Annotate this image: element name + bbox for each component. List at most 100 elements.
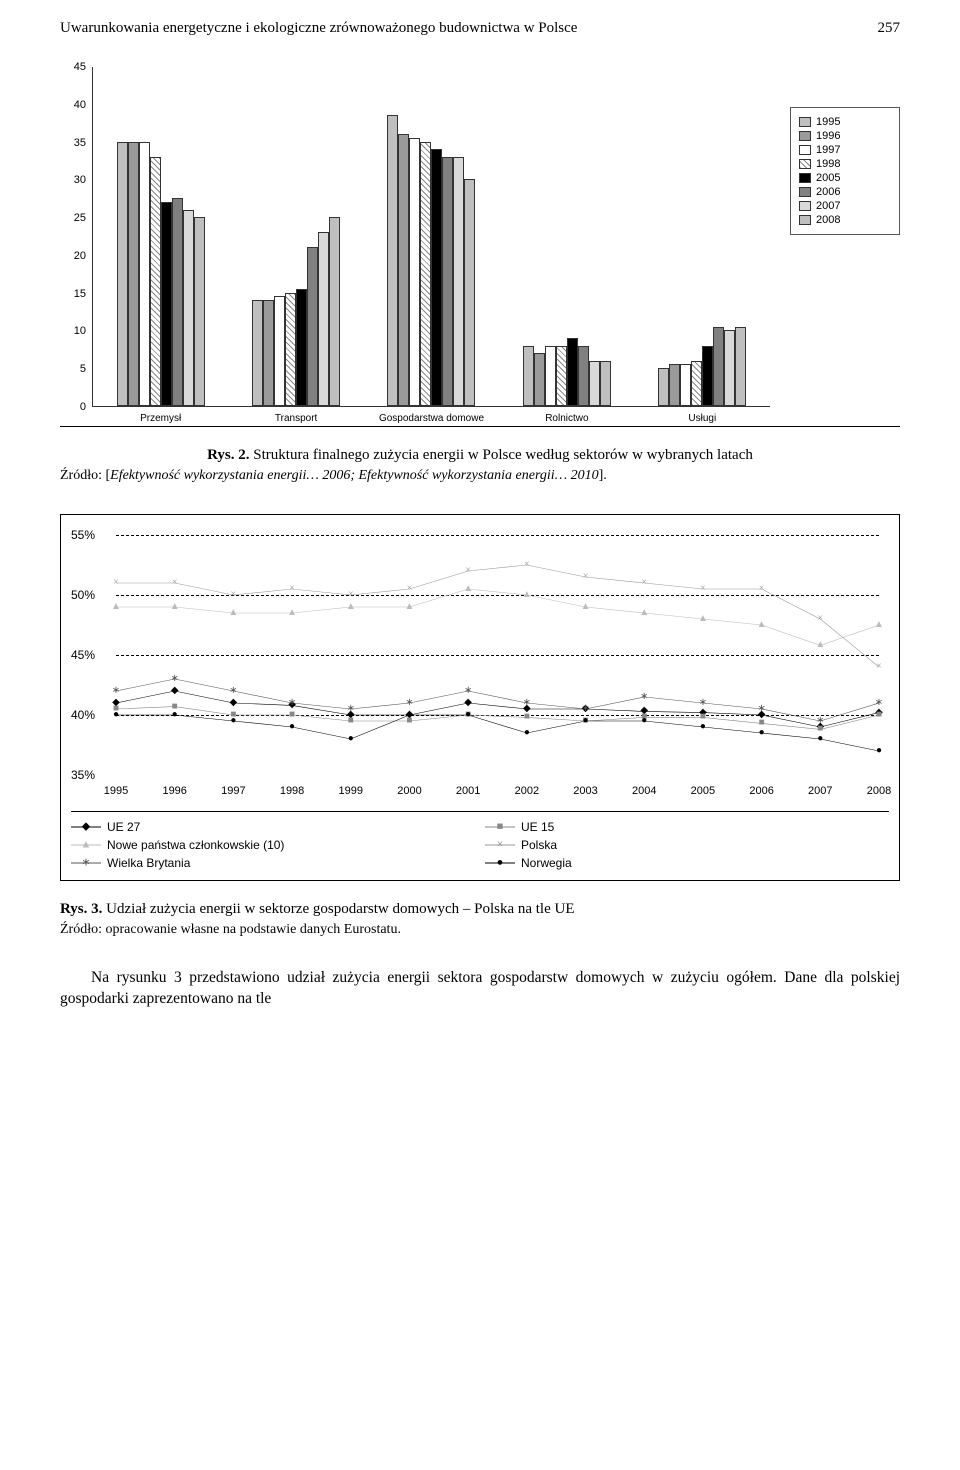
line-x-tick: 2003 (573, 785, 597, 797)
series-marker: × (172, 578, 178, 588)
legend-year: 1996 (816, 130, 840, 142)
series-marker: ∗ (464, 686, 472, 696)
series-marker: ▲ (111, 602, 121, 612)
body-paragraph: Na rysunku 3 przedstawiono udział zużyci… (60, 968, 900, 1010)
legend-series-name: Nowe państwa członkowskie (10) (107, 838, 284, 852)
bar (318, 232, 329, 406)
line-chart-legend: ◆UE 27■UE 15▲Nowe państwa członkowskie (… (71, 811, 889, 870)
series-marker: ▲ (815, 640, 825, 650)
series-marker: ∗ (875, 698, 883, 708)
bar (183, 210, 194, 406)
legend-year: 1997 (816, 144, 840, 156)
series-marker: ● (700, 722, 706, 732)
y-tick: 5 (80, 363, 86, 375)
line-x-tick: 1999 (339, 785, 363, 797)
series-marker: × (231, 590, 237, 600)
series-marker: ● (583, 716, 589, 726)
bar (139, 142, 150, 406)
bar-category-label: Gospodarstwa domowe (377, 413, 485, 424)
series-marker: × (113, 578, 119, 588)
bar-category-label: Rolnictwo (513, 413, 621, 424)
bar-chart-plot: PrzemysłTransportGospodarstwa domoweRoln… (92, 67, 770, 407)
legend-row: 2007 (799, 200, 891, 212)
series-marker: × (348, 590, 354, 600)
line-legend-row: ▲Nowe państwa członkowskie (10) (71, 838, 475, 852)
series-marker: ▲ (405, 602, 415, 612)
series-marker: ∗ (523, 698, 531, 708)
bar (724, 330, 735, 406)
series-marker: ∗ (816, 716, 824, 726)
line-legend-row: ×Polska (485, 838, 889, 852)
series-marker: ▲ (639, 608, 649, 618)
y-tick: 45 (74, 61, 86, 73)
legend-swatch (799, 145, 811, 155)
bar (161, 202, 172, 406)
legend-swatch (799, 131, 811, 141)
series-marker: ● (817, 734, 823, 744)
bar (589, 361, 600, 406)
series-marker: ∗ (757, 704, 765, 714)
bar (442, 157, 453, 406)
bar (285, 293, 296, 406)
bar (296, 289, 307, 406)
legend-year: 1998 (816, 158, 840, 170)
bar (409, 138, 420, 406)
bar-category-label: Usługi (648, 413, 756, 424)
series-marker: ◆ (230, 698, 238, 708)
line-y-tick: 50% (71, 588, 95, 602)
bar (194, 217, 205, 406)
y-tick: 35 (74, 137, 86, 149)
bar (431, 149, 442, 406)
bar (545, 346, 556, 406)
bar-group: Transport (242, 217, 350, 406)
bar-group: Usługi (648, 327, 756, 406)
line-y-tick: 55% (71, 528, 95, 542)
series-marker: × (700, 584, 706, 594)
bar (117, 142, 128, 406)
figure-3-source: Źródło: opracowanie własne na podstawie … (60, 922, 900, 938)
line-chart-figure: 1995199619971998199920002001200220032004… (60, 514, 900, 881)
legend-marker: ■ (485, 822, 515, 832)
figure-3-caption-text: Udział zużycia energii w sektorze gospod… (106, 901, 574, 917)
series-marker: × (876, 662, 882, 672)
series-marker: ◆ (464, 698, 472, 708)
line-x-tick: 2004 (632, 785, 656, 797)
bar (453, 157, 464, 406)
series-marker: ■ (348, 716, 354, 726)
line-x-tick: 1998 (280, 785, 304, 797)
series-marker: × (289, 584, 295, 594)
legend-marker: ● (485, 858, 515, 868)
bar (702, 346, 713, 406)
line-x-tick: 1995 (104, 785, 128, 797)
legend-swatch (799, 117, 811, 127)
line-x-tick: 2001 (456, 785, 480, 797)
series-marker: ● (406, 710, 412, 720)
bar (128, 142, 139, 406)
y-tick: 20 (74, 250, 86, 262)
series-marker: × (524, 560, 530, 570)
bar (329, 217, 340, 406)
y-tick: 15 (74, 288, 86, 300)
bar-group: Rolnictwo (513, 338, 621, 406)
legend-swatch (799, 173, 811, 183)
legend-series-name: UE 27 (107, 820, 140, 834)
legend-swatch (799, 201, 811, 211)
bar (307, 247, 318, 406)
series-marker: ∗ (288, 698, 296, 708)
bar (523, 346, 534, 406)
figure-3-label: Rys. 3. (60, 901, 102, 917)
series-marker: ▲ (170, 602, 180, 612)
figure-3-caption: Rys. 3. Udział zużycia energii w sektorz… (60, 901, 900, 918)
line-x-tick: 2005 (691, 785, 715, 797)
series-marker: ● (465, 710, 471, 720)
series-marker: ■ (876, 710, 882, 720)
bar-group: Przemysł (107, 142, 215, 406)
running-header: Uwarunkowania energetyczne i ekologiczne… (60, 20, 900, 37)
series-marker: ▲ (346, 602, 356, 612)
series-marker: ▲ (522, 590, 532, 600)
line-legend-row: ∗Wielka Brytania (71, 856, 475, 870)
series-marker: ● (113, 710, 119, 720)
series-marker: ▲ (581, 602, 591, 612)
series-marker: ● (524, 728, 530, 738)
series-marker: ∗ (640, 692, 648, 702)
